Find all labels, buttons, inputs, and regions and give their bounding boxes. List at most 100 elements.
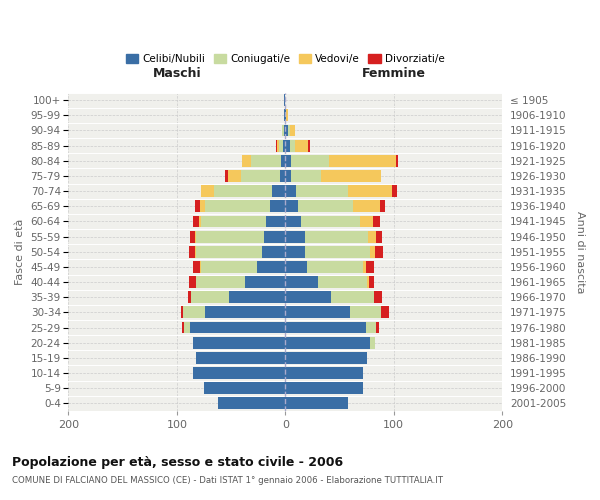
Bar: [284, 110, 286, 121]
Y-axis label: Anni di nascita: Anni di nascita: [575, 210, 585, 293]
Bar: [242, 155, 251, 166]
Bar: [329, 155, 396, 166]
Text: COMUNE DI FALCIANO DEL MASSICO (CE) - Dati ISTAT 1° gennaio 2006 - Elaborazione : COMUNE DI FALCIANO DEL MASSICO (CE) - Da…: [12, 476, 443, 485]
Bar: [392, 185, 397, 197]
Bar: [286, 261, 307, 273]
Bar: [196, 352, 286, 364]
Bar: [189, 276, 196, 288]
Bar: [305, 246, 370, 258]
Bar: [196, 230, 263, 242]
Bar: [201, 261, 257, 273]
Bar: [190, 322, 286, 334]
Bar: [290, 124, 295, 136]
Bar: [373, 216, 380, 228]
Bar: [182, 322, 184, 334]
Bar: [204, 382, 286, 394]
Bar: [286, 367, 364, 379]
Bar: [286, 170, 291, 182]
Bar: [367, 276, 369, 288]
Text: Popolazione per età, sesso e stato civile - 2006: Popolazione per età, sesso e stato civil…: [12, 456, 343, 469]
Bar: [286, 185, 296, 197]
Bar: [286, 306, 350, 318]
Bar: [272, 185, 286, 197]
Bar: [370, 337, 376, 348]
Bar: [263, 230, 286, 242]
Bar: [291, 170, 321, 182]
Bar: [286, 140, 290, 151]
Bar: [286, 124, 287, 136]
Bar: [376, 246, 383, 258]
Bar: [360, 216, 373, 228]
Bar: [370, 246, 376, 258]
Bar: [286, 110, 287, 121]
Bar: [286, 337, 370, 348]
Legend: Celibi/Nubili, Coniugati/e, Vedovi/e, Divorziati/e: Celibi/Nubili, Coniugati/e, Vedovi/e, Di…: [122, 50, 449, 68]
Bar: [369, 276, 374, 288]
Bar: [308, 140, 310, 151]
Bar: [279, 140, 283, 151]
Bar: [364, 261, 365, 273]
Bar: [365, 322, 376, 334]
Bar: [275, 140, 277, 151]
Bar: [286, 246, 305, 258]
Bar: [199, 216, 201, 228]
Bar: [286, 398, 348, 409]
Bar: [224, 170, 228, 182]
Bar: [281, 155, 286, 166]
Bar: [193, 367, 286, 379]
Bar: [368, 230, 376, 242]
Bar: [376, 230, 382, 242]
Bar: [284, 94, 286, 106]
Bar: [286, 200, 298, 212]
Bar: [200, 200, 205, 212]
Bar: [286, 292, 331, 303]
Bar: [196, 276, 245, 288]
Bar: [266, 216, 286, 228]
Bar: [188, 292, 191, 303]
Bar: [295, 140, 308, 151]
Bar: [365, 261, 374, 273]
Bar: [286, 155, 291, 166]
Bar: [189, 246, 196, 258]
Y-axis label: Fasce di età: Fasce di età: [15, 218, 25, 285]
Bar: [376, 322, 379, 334]
Bar: [284, 124, 286, 136]
Bar: [201, 216, 266, 228]
Bar: [348, 185, 392, 197]
Bar: [286, 276, 318, 288]
Bar: [214, 185, 272, 197]
Bar: [270, 200, 286, 212]
Bar: [191, 292, 229, 303]
Bar: [280, 170, 286, 182]
Bar: [282, 124, 284, 136]
Bar: [380, 200, 385, 212]
Bar: [193, 337, 286, 348]
Bar: [184, 322, 190, 334]
Bar: [190, 230, 196, 242]
Bar: [218, 398, 286, 409]
Bar: [229, 292, 286, 303]
Bar: [196, 246, 262, 258]
Bar: [251, 155, 281, 166]
Bar: [201, 185, 214, 197]
Bar: [321, 170, 381, 182]
Bar: [277, 140, 279, 151]
Bar: [262, 246, 286, 258]
Bar: [193, 261, 200, 273]
Bar: [307, 261, 364, 273]
Bar: [291, 155, 329, 166]
Bar: [331, 292, 374, 303]
Bar: [286, 382, 364, 394]
Bar: [205, 306, 286, 318]
Bar: [353, 200, 380, 212]
Bar: [205, 200, 270, 212]
Bar: [381, 306, 389, 318]
Bar: [301, 216, 360, 228]
Bar: [296, 185, 348, 197]
Bar: [374, 292, 382, 303]
Bar: [305, 230, 368, 242]
Bar: [286, 230, 305, 242]
Text: Maschi: Maschi: [152, 68, 201, 80]
Bar: [350, 306, 381, 318]
Bar: [318, 276, 367, 288]
